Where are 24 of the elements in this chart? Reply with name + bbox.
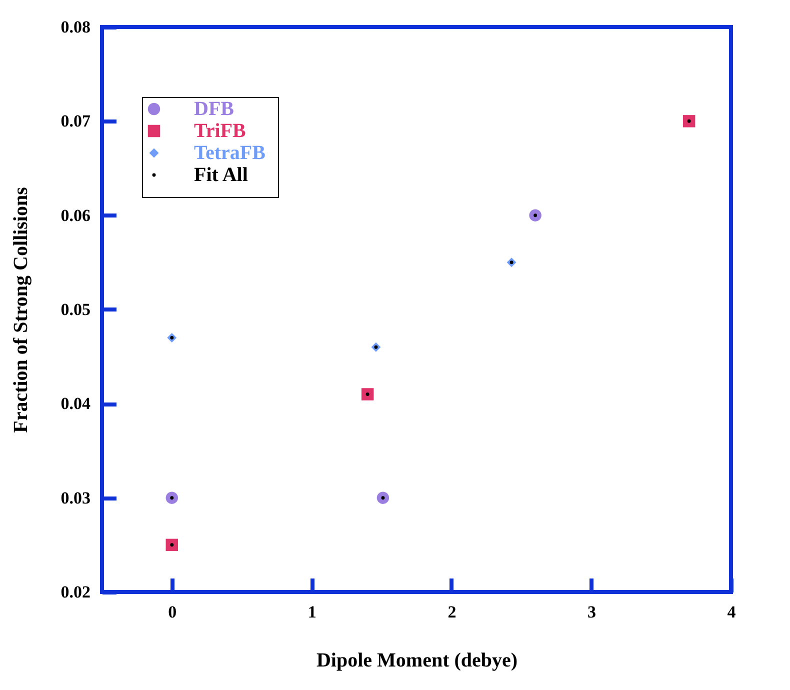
point: [166, 492, 178, 504]
y-tick-label: 0.08: [60, 18, 90, 36]
x-tick-label: 0: [168, 602, 177, 622]
point: [361, 388, 374, 400]
legend-label: DFB: [194, 98, 234, 120]
x-axis-title: Dipole Moment (debye): [316, 650, 518, 672]
x-tick-label: 3: [587, 602, 596, 622]
y-tick-label: 0.03: [60, 488, 90, 508]
legend-label: Fit All: [194, 164, 248, 186]
x-tick-label: 2: [448, 602, 456, 622]
point: [166, 538, 178, 552]
point: [682, 115, 696, 128]
legend-label: TetraFB: [194, 142, 266, 164]
x-tick-label: 4: [727, 602, 736, 622]
y-tick-label: 0.02: [60, 582, 90, 602]
x-tick-label: 1: [308, 602, 316, 622]
point: [529, 209, 542, 222]
point: [376, 492, 390, 504]
y-tick-label: 0.07: [60, 112, 91, 131]
y-tick-label: 0.04: [60, 394, 91, 414]
legend-label: TriFB: [194, 120, 246, 142]
y-tick-label: 0.06: [60, 206, 90, 225]
y-axis-title: Fraction of Strong Collisions: [10, 186, 32, 433]
y-tick-label: 0.05: [60, 300, 90, 319]
